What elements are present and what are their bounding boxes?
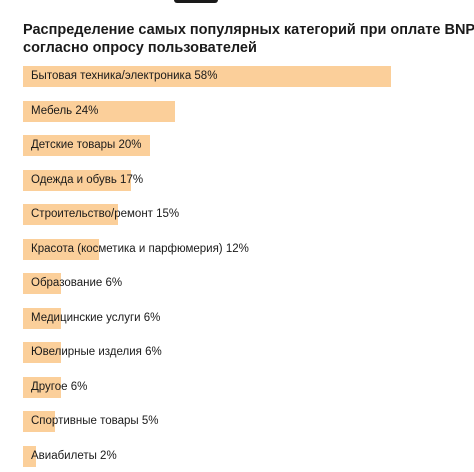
bar-label-5: Строительство/ремонт 15% [31,208,180,220]
chart-title-line-1: Распределение самых популярных категорий… [23,22,474,38]
bar-label-3: Детские товары 20% [31,139,142,151]
bar-6 [23,239,100,260]
chart-title: Распределение самых популярных категорий… [23,21,474,57]
bar-1 [23,66,391,87]
bar-label-9: Ювелирные изделия 6% [31,346,162,358]
bar-5 [23,204,119,225]
bar-4 [23,170,131,191]
bar-2 [23,101,176,122]
bar-label-7: Образование 6% [31,277,123,289]
bar-8 [23,308,62,329]
bar-label-1: Бытовая техника/электроника 58% [31,70,218,82]
bar-12 [23,446,36,467]
chart-title-line-2: согласно опросу пользователей [23,40,257,56]
bar-label-6: Красота (косметика и парфюмерия) 12% [31,243,249,255]
bar-label-2: Мебель 24% [31,105,99,117]
bar-label-8: Медицинские услуги 6% [31,312,161,324]
bar-9 [23,342,62,363]
bar-7 [23,273,62,294]
bar-label-4: Одежда и обувь 17% [31,174,144,186]
cropped-heading-fragment [174,0,218,3]
bar-label-10: Другое 6% [31,381,88,393]
bar-10 [23,377,62,398]
bar-3 [23,135,150,156]
bar-11 [23,411,55,432]
bar-label-12: Авиабилеты 2% [31,450,117,462]
bar-label-11: Спортивные товары 5% [31,415,159,427]
